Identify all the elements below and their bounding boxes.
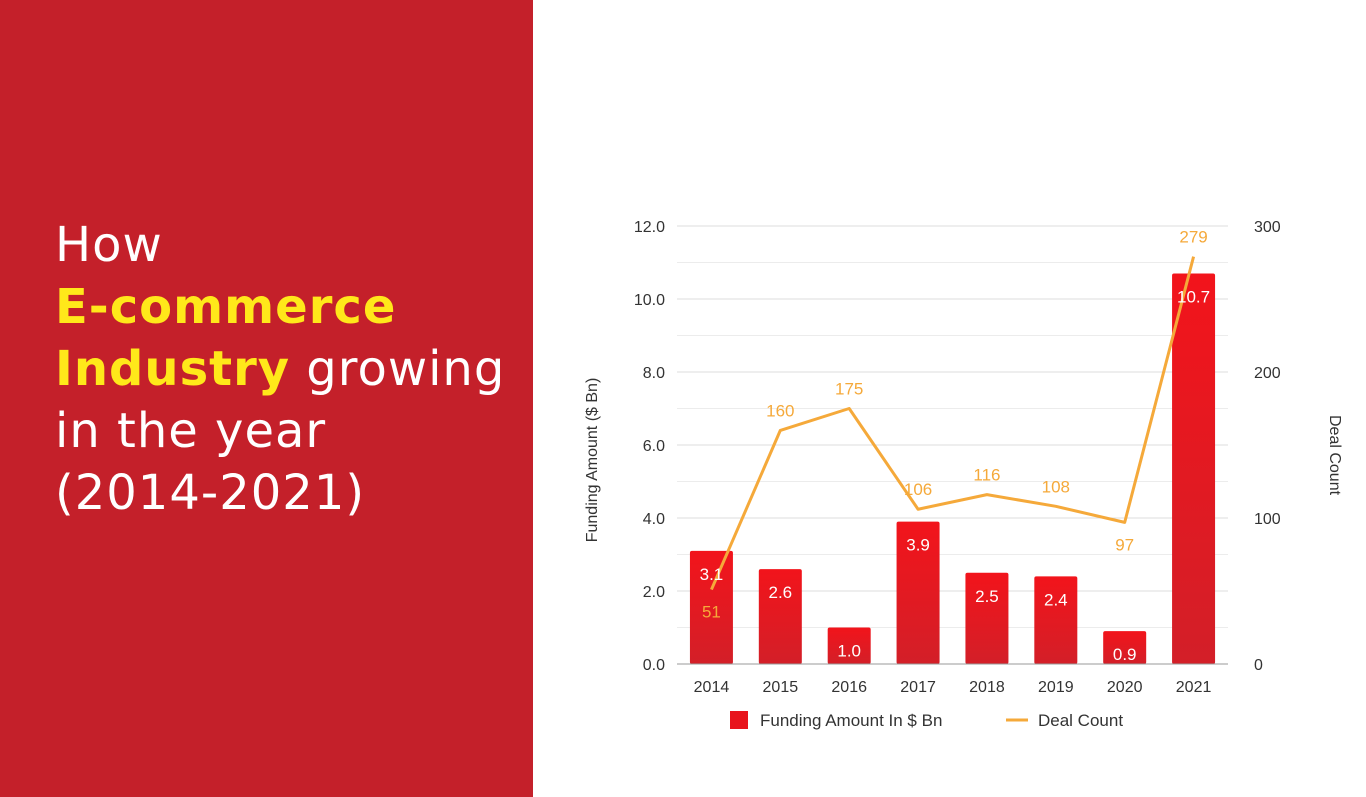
x-tick-label: 2014 [694,679,730,696]
legend-label-funding: Funding Amount In $ Bn [760,711,942,730]
headline-rest-2: growing [290,341,506,397]
y-tick-label: 8.0 [643,365,665,382]
line-value-label: 279 [1179,228,1207,247]
line-value-label: 108 [1042,477,1070,496]
axes: 0.0 2.0 4.0 6.0 8.0 10.0 12.0 0 100 200 300 2014 201… [584,219,1343,696]
bar [965,572,1009,664]
y2-tick-label: 200 [1254,365,1281,382]
headline-line-3: Industry growing [55,338,525,400]
y2-tick-label: 0 [1254,657,1263,674]
headline-highlight-1: E-commerce [55,279,397,335]
line-value-label: 51 [702,603,721,622]
bar [1103,631,1147,664]
line-value-label: 160 [766,401,794,420]
x-tick-label: 2016 [831,679,867,696]
y-tick-label: 0.0 [643,657,665,674]
bars [689,273,1216,664]
y-axis-title: Funding Amount ($ Bn) [584,378,601,543]
y-tick-label: 2.0 [643,584,665,601]
headline-line-4: in the year [55,403,327,459]
y-tick-label: 10.0 [634,292,665,309]
bar-value-label: 10.7 [1177,287,1210,306]
bar-value-label: 0.9 [1113,645,1137,664]
bar-value-label: 2.5 [975,587,999,606]
bar [758,569,802,664]
legend-swatch-funding [730,711,748,729]
bar [827,627,871,664]
y-tick-label: 12.0 [634,219,665,236]
headline: How E-commerce Industry growing in the y… [55,214,525,524]
x-tick-label: 2015 [763,679,799,696]
bar [1034,576,1078,664]
bar-value-label: 1.0 [837,642,861,661]
data-labels: 3.1 2.6 1.0 3.9 2.5 2.4 0.9 10.7 51 160 175 106 116 1… [700,228,1210,664]
bar [689,550,733,664]
funding-chart: 3.1 2.6 1.0 3.9 2.5 2.4 0.9 10.7 51 160 175 106 116 1… [584,219,1343,730]
headline-highlight-2: Industry [55,341,291,397]
bar [896,521,940,664]
x-tick-label: 2017 [900,679,936,696]
line-value-label: 97 [1115,535,1134,554]
x-tick-label: 2020 [1107,679,1143,696]
bar-value-label: 3.9 [906,536,930,555]
y2-tick-label: 300 [1254,219,1281,236]
line-value-label: 106 [904,480,932,499]
y2-axis-title: Deal Count [1326,415,1343,496]
line-value-label: 116 [973,466,1000,485]
legend-label-deal-count: Deal Count [1038,711,1123,730]
x-tick-label: 2018 [969,679,1005,696]
deal-count-line [710,256,1196,591]
bar-value-label: 2.6 [768,583,792,602]
x-tick-label: 2021 [1176,679,1212,696]
left-panel: How E-commerce Industry growing in the y… [0,0,533,797]
legend: Funding Amount In $ Bn Deal Count [730,711,1123,730]
bar-value-label: 2.4 [1044,590,1068,609]
bar-value-label: 3.1 [700,565,724,584]
y-tick-label: 4.0 [643,511,665,528]
y2-tick-label: 100 [1254,511,1281,528]
x-tick-label: 2019 [1038,679,1074,696]
y-tick-label: 6.0 [643,438,665,455]
line-value-label: 175 [835,380,863,399]
headline-line-5: (2014-2021) [55,465,366,521]
bar [1172,273,1216,664]
headline-line-1: How [55,217,163,273]
deal-count-polyline [710,256,1196,591]
